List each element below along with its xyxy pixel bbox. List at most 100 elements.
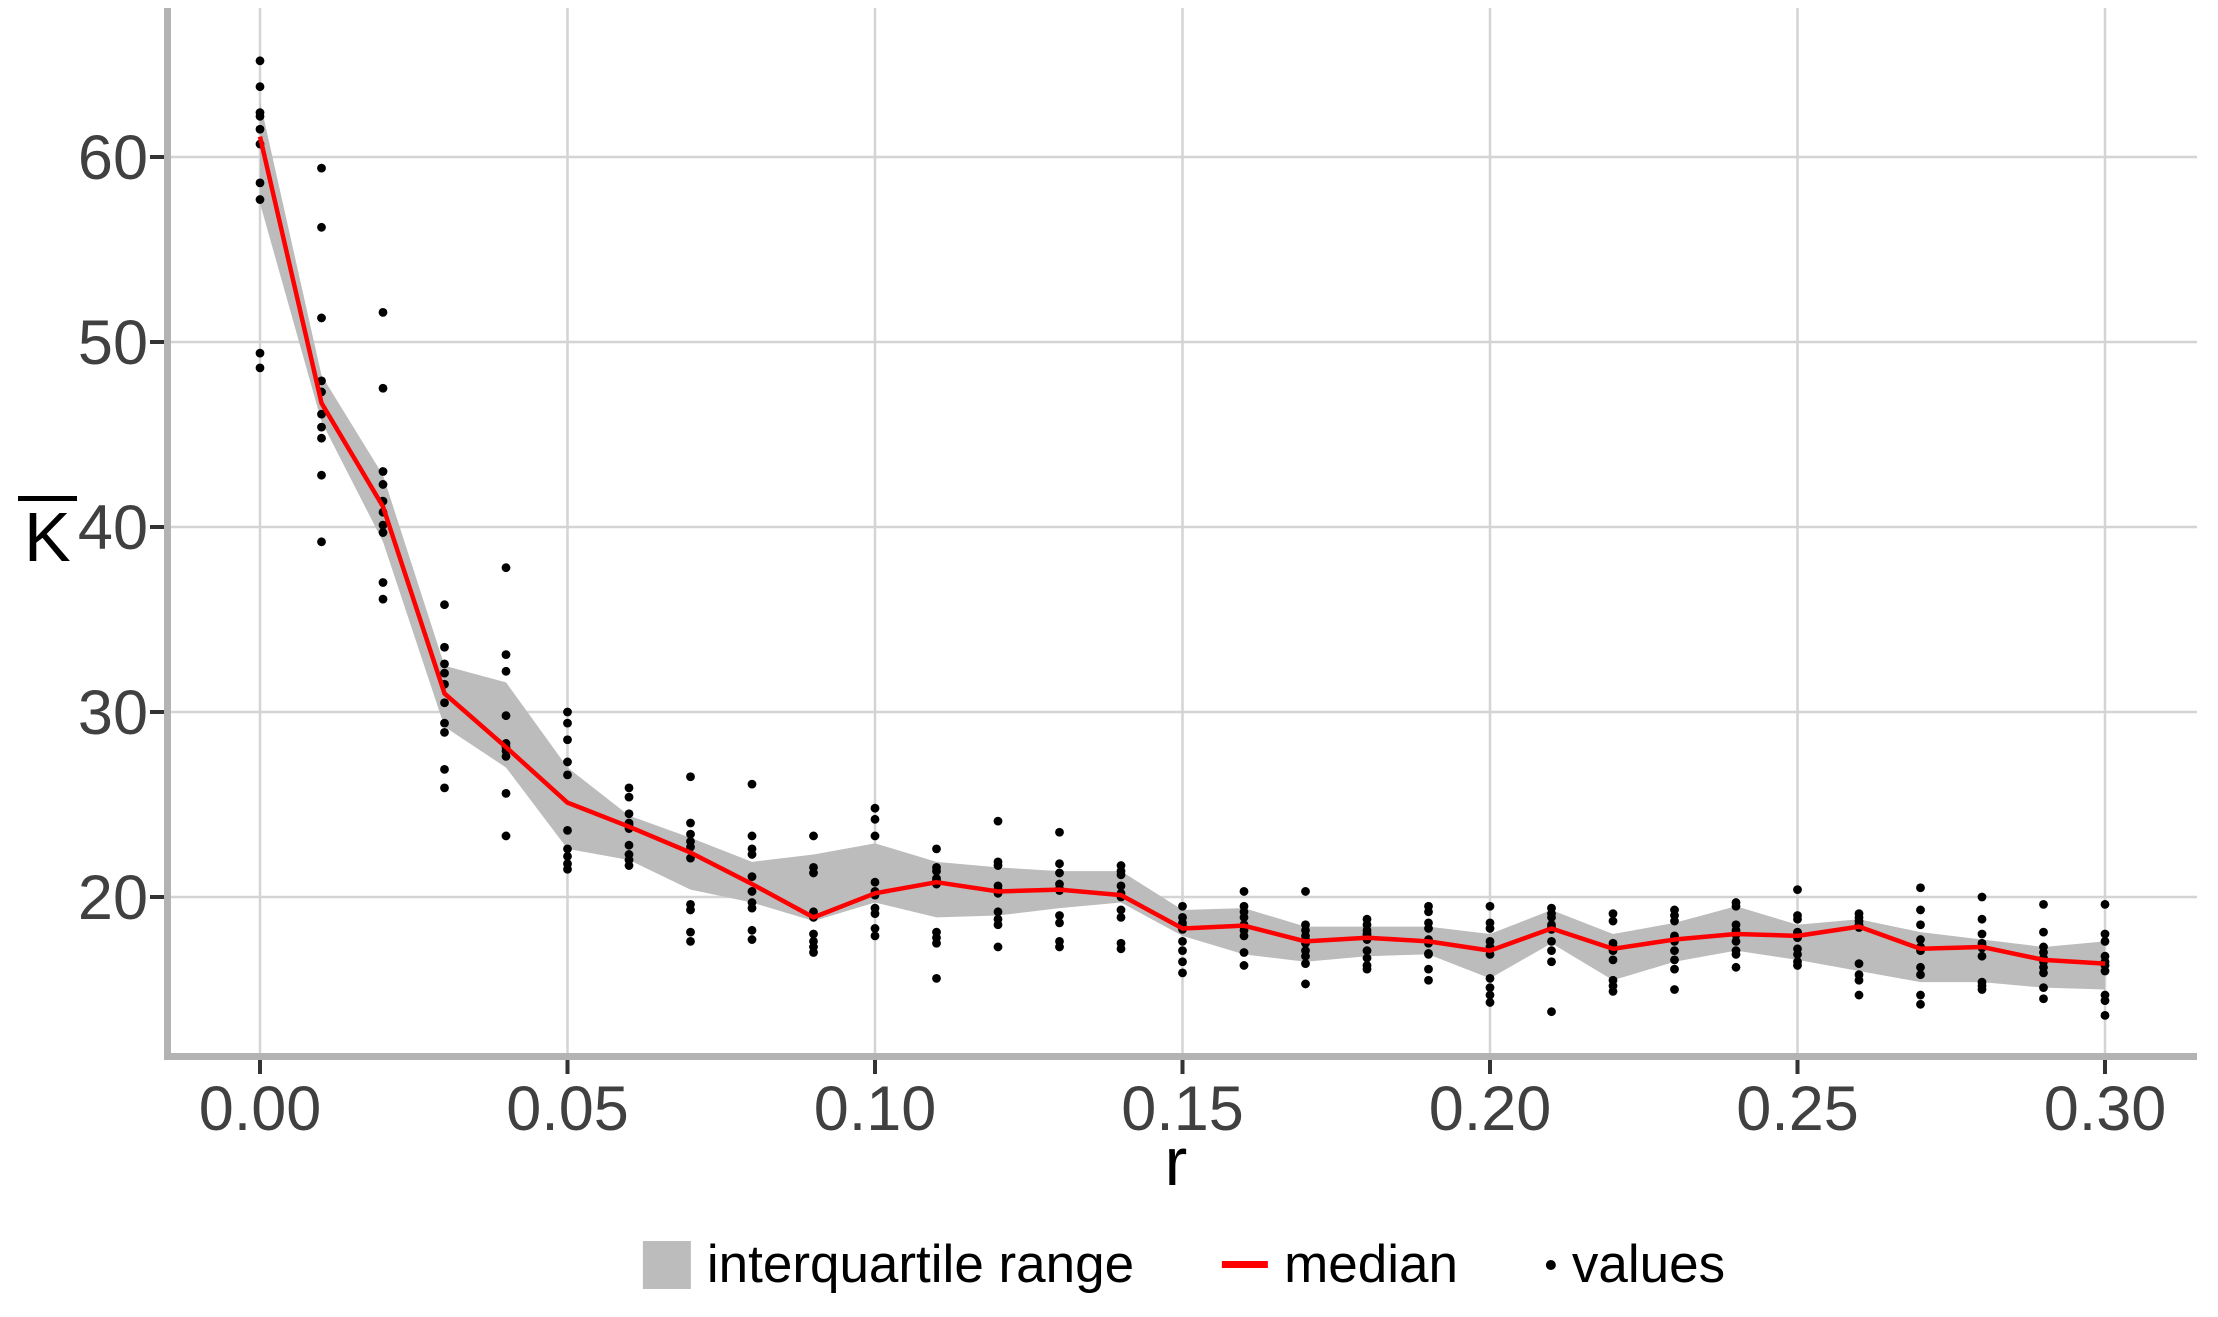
value-dot	[440, 727, 449, 737]
value-dot	[1485, 998, 1495, 1007]
value-dot	[1239, 931, 1249, 941]
value-dot	[440, 783, 449, 793]
value-dot	[378, 467, 388, 476]
value-dot	[440, 718, 449, 728]
value-dot	[1977, 914, 1987, 924]
value-dot	[932, 844, 941, 854]
value-dot	[1916, 905, 1925, 915]
value-dot	[1608, 955, 1618, 965]
value-dot	[1055, 918, 1064, 928]
value-dot	[317, 470, 326, 480]
value-dot	[501, 666, 511, 676]
value-dot	[747, 935, 757, 944]
y-axis-line	[164, 8, 171, 1060]
value-dot	[563, 851, 572, 861]
value-dot	[255, 363, 265, 373]
value-dot	[1055, 942, 1064, 952]
value-dot	[440, 659, 449, 669]
value-dot	[993, 907, 1003, 917]
value-dot	[1547, 937, 1556, 946]
value-dot	[440, 600, 449, 610]
value-dot	[686, 937, 695, 946]
y-tick-label: 20	[78, 863, 148, 933]
value-dot	[317, 537, 326, 547]
value-dot	[747, 850, 757, 859]
value-dot	[870, 924, 880, 933]
value-dot	[1362, 953, 1372, 963]
value-dot	[563, 770, 572, 780]
value-dot	[378, 480, 388, 489]
value-dot	[624, 840, 634, 850]
value-dot	[317, 422, 326, 432]
value-dot	[440, 764, 449, 774]
value-dot	[1424, 907, 1433, 917]
value-dot	[1670, 955, 1679, 965]
value-dot	[1977, 951, 1987, 961]
value-dot	[1116, 912, 1126, 922]
value-dot	[1178, 968, 1187, 978]
value-dot	[747, 925, 757, 935]
value-dot	[1055, 911, 1064, 920]
value-dot	[2100, 1011, 2110, 1020]
value-dot	[1178, 937, 1187, 946]
value-dot	[1793, 914, 1802, 924]
value-dot	[440, 698, 449, 708]
x-tick-label: 0.25	[1736, 1074, 1859, 1144]
x-axis-title: r	[1164, 1124, 1188, 1200]
value-dot	[1916, 970, 1925, 980]
value-dot	[378, 383, 388, 393]
value-dot	[624, 809, 634, 819]
value-dot	[1916, 883, 1925, 893]
value-dot	[993, 942, 1003, 952]
value-dot	[1055, 827, 1064, 837]
x-tick-label: 0.30	[2044, 1074, 2167, 1144]
value-dot	[870, 831, 880, 841]
value-dot	[563, 718, 572, 728]
value-dot	[1301, 887, 1310, 896]
value-dot	[378, 594, 388, 604]
value-dot	[1116, 870, 1126, 880]
value-dot	[1916, 935, 1925, 944]
value-dot	[2100, 937, 2110, 946]
value-dot	[440, 642, 449, 652]
tick-marks	[150, 155, 2107, 1074]
value-dot	[1362, 946, 1372, 956]
y-axis-title: K	[18, 496, 77, 575]
value-dot	[378, 308, 388, 317]
value-dot	[1547, 912, 1556, 922]
value-dot	[1608, 909, 1618, 919]
value-dot	[440, 668, 449, 678]
value-dot	[1485, 924, 1495, 933]
value-dot	[1116, 881, 1126, 891]
value-dot	[1731, 949, 1741, 959]
value-dot	[932, 866, 941, 876]
value-dot	[317, 376, 326, 386]
value-dot	[1977, 985, 1987, 994]
value-dot	[1731, 962, 1741, 972]
value-dot	[2039, 927, 2048, 937]
value-dot	[1854, 990, 1864, 1000]
value-dot	[2100, 966, 2110, 976]
median-line-swatch	[1222, 1261, 1269, 1268]
value-dot	[1485, 983, 1495, 993]
legend-item-values: values	[1545, 1238, 1725, 1291]
value-dot	[1670, 985, 1679, 994]
value-dot	[1793, 961, 1802, 970]
value-dot	[747, 831, 757, 841]
value-dot	[870, 931, 880, 941]
x-tick-label: 0.10	[814, 1074, 937, 1144]
value-dot	[1608, 986, 1618, 996]
value-dot	[1424, 964, 1433, 974]
value-dot	[255, 111, 265, 121]
value-dot	[1239, 961, 1249, 970]
value-dot	[1362, 964, 1372, 974]
value-dot	[1301, 951, 1310, 961]
value-dot	[2039, 994, 2048, 1004]
value-dot	[501, 563, 511, 573]
legend-item-label: median	[1284, 1235, 1458, 1294]
x-axis-line	[164, 1053, 2197, 1060]
value-dot	[563, 757, 572, 767]
value-dot	[1424, 975, 1433, 985]
